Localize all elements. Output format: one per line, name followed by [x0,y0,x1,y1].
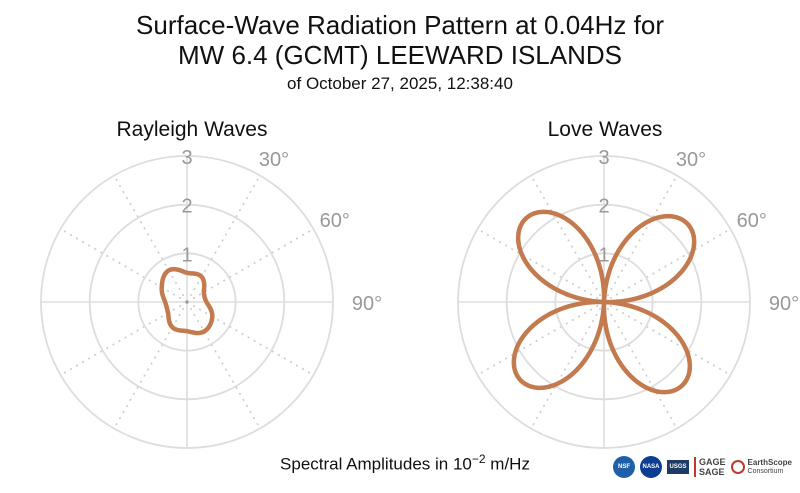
love-radial-tick-label: 1 [598,244,609,266]
rayleigh-grid-spoke [186,301,314,376]
rayleigh-grid-circle [40,155,334,449]
usgs-logo: USGS [667,460,690,474]
love-grid-spoke [530,175,605,303]
chart-title: Surface-Wave Radiation Pattern at 0.04Hz… [0,10,800,70]
love-radial-tick-label: 3 [598,147,609,169]
rayleigh-grid-spoke [60,228,188,303]
units-suffix: m/Hz [485,454,530,474]
love-radiation-curve [511,209,697,395]
units-prefix: Spectral Amplitudes in 10 [280,454,472,474]
amplitude-units-label: Spectral Amplitudes in 10−2 m/Hz [0,452,800,475]
earthscope-name: EarthScope [747,457,792,467]
earthscope-logo: EarthScope Consortium [730,457,792,476]
earthscope-mark-icon [730,460,745,474]
sage-text: SAGE [699,467,725,477]
rayleigh-radial-tick-label: 1 [181,244,192,266]
love-grid-circle [505,203,703,401]
love-grid-spoke [603,228,731,303]
rayleigh-angle-tick-label: 90° [352,293,382,315]
rayleigh-grid-spoke [186,175,261,303]
rayleigh-radial-tick-label: 3 [181,147,192,169]
gage-text: GAGE [699,457,726,467]
love-grid-spoke [603,301,678,429]
love-grid-circle [554,252,654,352]
love-angle-tick-label: 60° [737,210,767,232]
gage-sage-logo: GAGE SAGE [694,457,726,477]
love-angle-tick-label: 30° [676,149,706,171]
rayleigh-angle-tick-label: 60° [320,210,350,232]
love-grid-circle [457,155,751,449]
title-line-2: MW 6.4 (GCMT) LEEWARD ISLANDS [178,40,622,70]
title-line-1: Surface-Wave Radiation Pattern at 0.04Hz… [136,10,664,40]
love-angle-tick-label: 90° [769,293,799,315]
nasa-logo: NASA [640,456,663,478]
rayleigh-center-dot [185,300,189,304]
rayleigh-grid-circle [137,252,237,352]
love-grid-spoke [477,301,605,376]
sponsor-logos: NSF NASA USGS GAGE SAGE EarthScope Conso… [613,450,792,484]
rayleigh-panel-title: Rayleigh Waves [116,118,268,141]
rayleigh-grid-spoke [113,175,188,303]
rayleigh-grid-spoke [186,301,261,429]
rayleigh-grid-spoke [113,301,188,429]
nsf-logo: NSF [613,456,636,478]
rayleigh-grid-circle [88,203,286,401]
love-panel-title: Love Waves [547,118,663,141]
rayleigh-angle-tick-label: 30° [259,149,289,171]
rayleigh-radial-tick-label: 2 [181,196,192,218]
love-radial-tick-label: 2 [598,196,609,218]
units-exponent: −2 [471,452,486,466]
rayleigh-radiation-curve [159,266,215,336]
chart-subtitle: of October 27, 2025, 12:38:40 [287,74,513,93]
earthscope-consortium: Consortium [747,467,784,475]
